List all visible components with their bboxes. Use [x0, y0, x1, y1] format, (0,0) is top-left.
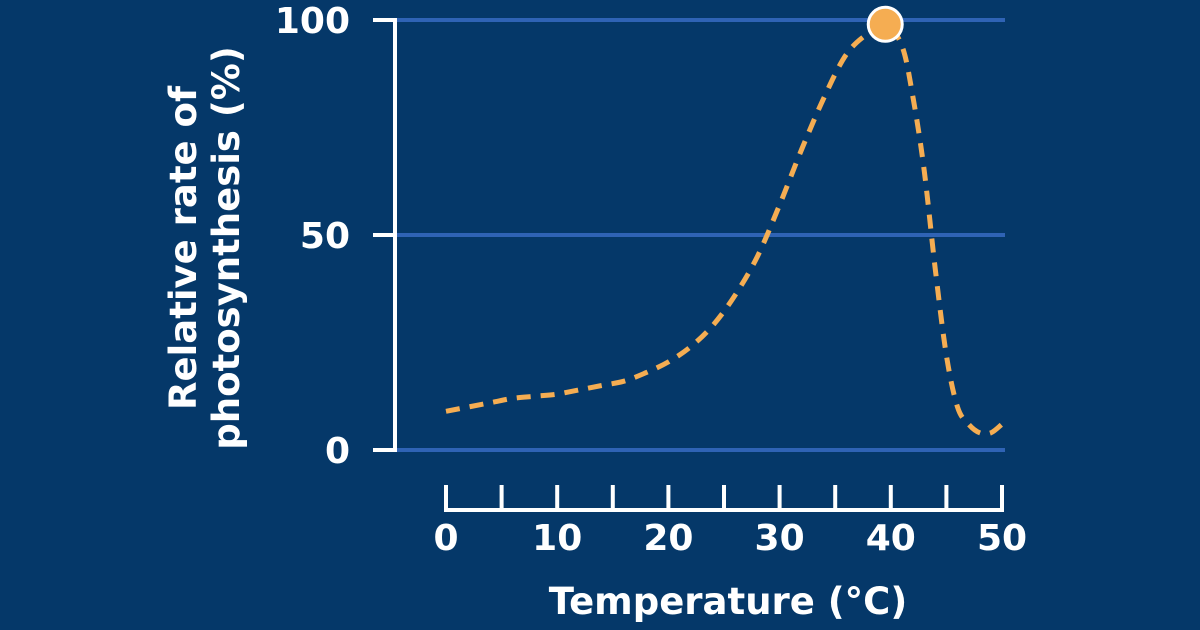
- x-axis: 0 10 20 30 40 50: [433, 485, 1027, 559]
- x-tick-label-20: 20: [643, 518, 693, 559]
- gridlines: [395, 18, 1005, 452]
- x-tick-label-30: 30: [755, 518, 805, 559]
- x-tick-label-50: 50: [977, 518, 1027, 559]
- y-tick-label-100: 100: [275, 1, 350, 42]
- y-axis: 0 50 100: [275, 1, 397, 472]
- y-tick-label-0: 0: [325, 431, 350, 472]
- x-tick-label-10: 10: [532, 518, 582, 559]
- series-group: [445, 5, 1004, 437]
- y-axis-title-line-2: photosynthesis (%): [205, 46, 248, 449]
- y-axis-title-line-1: Relative rate of: [162, 85, 205, 410]
- y-axis-title: Relative rate of photosynthesis (%): [162, 46, 248, 449]
- peak-point-marker: [866, 5, 904, 43]
- x-axis-title: Temperature (°C): [549, 580, 908, 623]
- x-tick-label-0: 0: [433, 518, 458, 559]
- y-tick-label-50: 50: [300, 216, 350, 257]
- series-line-0: [445, 21, 1004, 437]
- x-tick-label-40: 40: [866, 518, 916, 559]
